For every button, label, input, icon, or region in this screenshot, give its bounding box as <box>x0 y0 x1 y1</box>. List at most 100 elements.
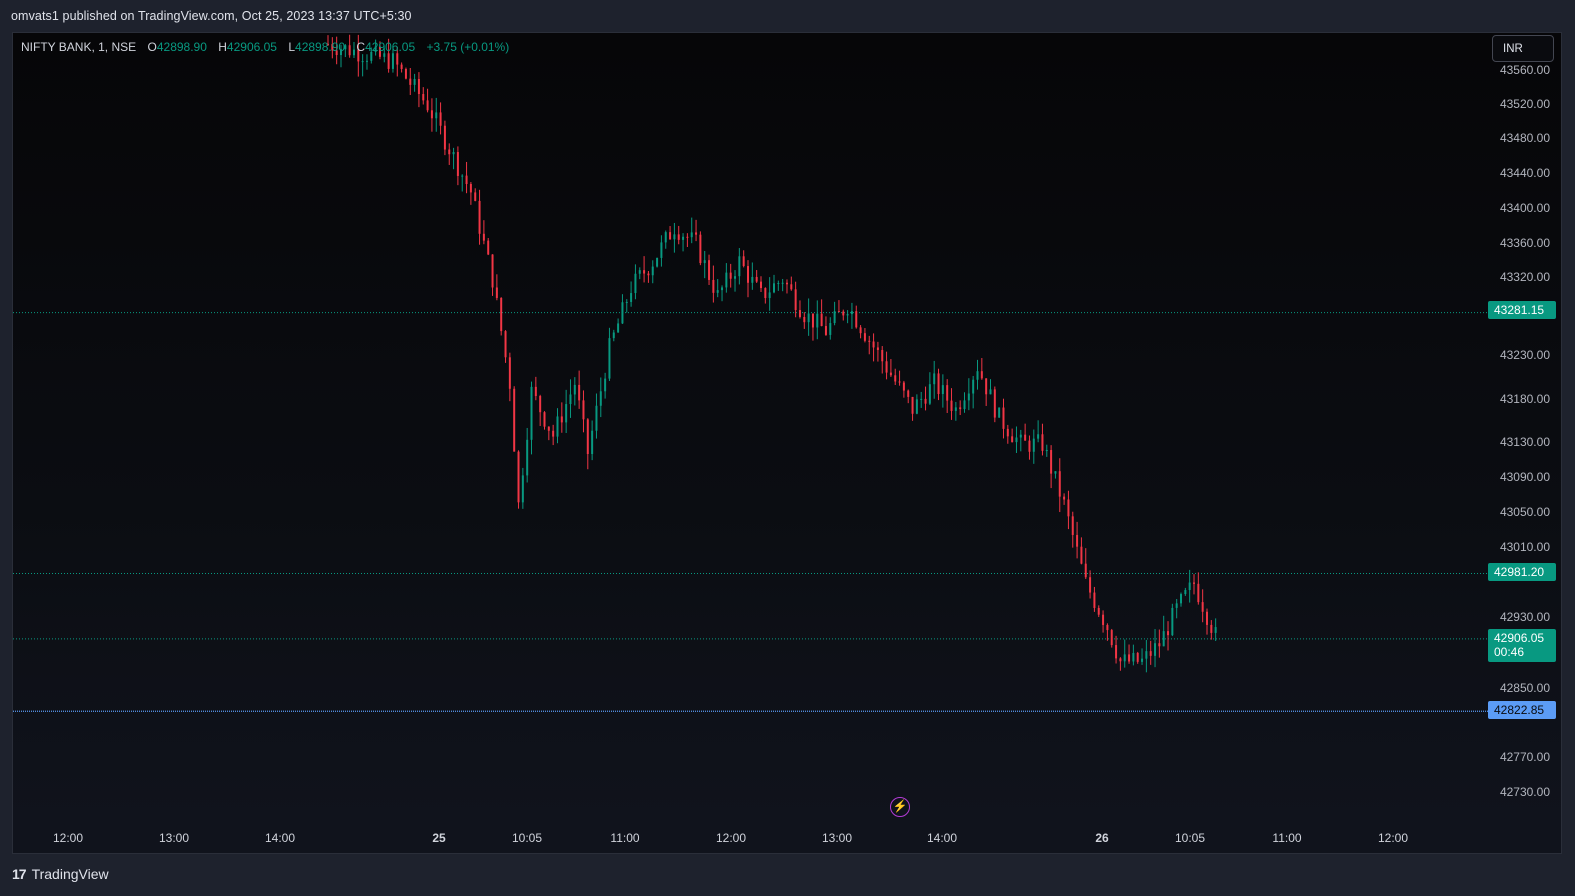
candle <box>1032 429 1035 464</box>
candle <box>677 225 680 245</box>
bar-countdown: 00:46 <box>1494 645 1525 659</box>
candle <box>1184 587 1187 596</box>
candle <box>1193 574 1195 595</box>
candle <box>907 389 910 404</box>
candle <box>482 220 485 245</box>
candle <box>989 379 992 395</box>
candle <box>941 374 944 408</box>
candle <box>504 330 507 363</box>
candle <box>409 67 412 96</box>
candle <box>716 279 719 298</box>
close-value: 42906.05 <box>365 40 416 54</box>
candle <box>508 352 511 402</box>
time-tick: 11:00 <box>1272 831 1302 845</box>
price-label-level-low: 42822.85 <box>1488 701 1556 719</box>
candle <box>1054 471 1057 479</box>
candle <box>798 300 801 319</box>
candle <box>1058 458 1061 513</box>
current-price: 42906.05 <box>1494 631 1545 645</box>
candle <box>1132 644 1135 666</box>
candle <box>1119 657 1122 671</box>
low-value: 42898.90 <box>295 40 346 54</box>
candle <box>595 393 598 439</box>
candle <box>794 281 797 318</box>
currency-button[interactable]: INR <box>1492 35 1554 62</box>
candle <box>478 189 481 245</box>
candle <box>898 370 901 386</box>
candle <box>1015 426 1018 453</box>
change-value: +3.75 (+0.01%) <box>426 40 510 54</box>
lightning-icon[interactable]: ⚡ <box>890 797 910 817</box>
time-tick: 14:00 <box>926 831 958 845</box>
candle <box>811 313 814 341</box>
candle <box>833 301 836 326</box>
candle <box>755 270 758 283</box>
candle <box>703 250 706 279</box>
candle <box>1097 605 1100 618</box>
candle <box>1080 537 1083 565</box>
candle <box>820 299 823 327</box>
candle <box>1171 603 1174 637</box>
candle <box>846 310 849 324</box>
candle <box>1162 615 1165 647</box>
candle <box>352 41 355 58</box>
price-tick: 43480.00 <box>1499 131 1550 145</box>
candle <box>902 380 905 398</box>
candle <box>682 233 685 252</box>
candle <box>837 300 840 313</box>
candle <box>738 248 741 285</box>
candle <box>950 388 953 420</box>
candle <box>954 401 957 421</box>
candle <box>608 327 611 382</box>
candlestick-chart[interactable] <box>13 33 1488 823</box>
candle <box>686 233 689 248</box>
candle <box>651 260 654 284</box>
candle <box>1041 423 1044 456</box>
price-tick: 42770.00 <box>1499 750 1550 764</box>
candle <box>742 250 745 268</box>
candle <box>868 335 871 355</box>
candle <box>387 38 390 73</box>
candle <box>859 325 862 339</box>
candle <box>625 299 628 313</box>
candle <box>500 297 503 336</box>
candle <box>495 274 498 301</box>
candle <box>643 256 646 283</box>
chart-pane[interactable]: NIFTY BANK, 1, NSE O42898.90 H42906.05 L… <box>13 33 1488 823</box>
time-tick: 10:05 <box>1174 831 1206 845</box>
time-tick: 14:00 <box>264 831 296 845</box>
candle <box>807 298 810 336</box>
candle <box>439 102 442 135</box>
candle <box>526 427 529 483</box>
candle <box>361 54 364 77</box>
candle <box>1210 620 1213 640</box>
time-tick: 12:00 <box>1377 831 1409 845</box>
candle <box>357 34 360 77</box>
time-tick: 10:05 <box>511 831 543 845</box>
candle <box>1019 429 1022 452</box>
price-scale[interactable]: INR 43560.00 43520.00 43480.00 43440.00 4340… <box>1488 33 1561 823</box>
candle <box>487 237 490 256</box>
candle <box>946 379 949 413</box>
time-tick: 11:00 <box>610 831 640 845</box>
symbol-name[interactable]: NIFTY BANK, 1, NSE <box>21 40 137 54</box>
candle <box>924 386 927 411</box>
candle <box>617 318 620 333</box>
time-scale[interactable]: 12:00 13:00 14:00 25 10:05 11:00 12:00 13:00 14:… <box>13 823 1561 853</box>
candle <box>435 97 438 132</box>
candle <box>370 47 373 64</box>
candle <box>630 281 633 307</box>
price-tick: 43320.00 <box>1499 270 1550 284</box>
candle <box>712 265 715 303</box>
candle <box>751 262 754 290</box>
candle <box>760 276 762 292</box>
price-label-level-mid: 42981.20 <box>1488 563 1556 581</box>
candle <box>876 341 879 362</box>
candle <box>963 392 966 413</box>
candle <box>993 386 996 423</box>
price-tick: 43360.00 <box>1499 236 1550 250</box>
tradingview-mark-icon: 17 <box>12 866 27 882</box>
candle <box>335 36 338 65</box>
tradingview-logo[interactable]: 17 TradingView <box>12 866 109 882</box>
candle <box>422 87 425 105</box>
